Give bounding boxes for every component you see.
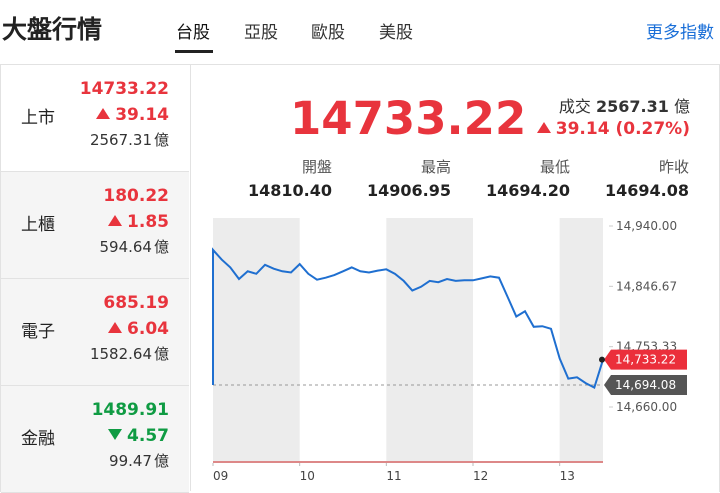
sidebar: 上市 14733.22 39.14 2567.31 億上櫃 180.22 1.85 594.6… xyxy=(1,65,191,493)
change-value: 6.04 xyxy=(127,319,169,339)
volume-unit: 億 xyxy=(153,345,169,363)
stat-value: 14694.20 xyxy=(485,181,570,200)
x-tick-label: 10 xyxy=(300,469,315,483)
arrow xyxy=(108,322,123,333)
y-tick-label: 14,940.00 xyxy=(616,219,677,233)
index-change: 39.14 xyxy=(96,105,169,125)
volume-value: 2567.31 xyxy=(596,97,669,116)
price: 14733.22 xyxy=(290,92,527,145)
index-price: 14733.22 xyxy=(79,79,169,99)
more-link[interactable]: 更多指數 xyxy=(646,23,714,43)
volume-value: 2567.31 xyxy=(89,131,152,149)
index-price: 180.22 xyxy=(103,186,169,206)
volume-value: 1582.64 xyxy=(89,345,152,363)
index-price: 1489.91 xyxy=(91,400,169,420)
y-tick-label: 14,660.00 xyxy=(616,400,677,414)
index-name: 電子 xyxy=(21,322,55,342)
change-value: 4.57 xyxy=(127,426,169,446)
price-line xyxy=(212,247,604,390)
arrow xyxy=(108,429,123,440)
tab[interactable]: 美股 xyxy=(379,23,413,43)
stat-label: 最低 xyxy=(539,158,570,176)
index-volume: 2567.31 億 xyxy=(90,129,169,150)
price-tag xyxy=(604,349,687,370)
index-price: 685.19 xyxy=(103,293,169,313)
hour-band xyxy=(559,218,603,463)
tab[interactable]: 台股 xyxy=(176,23,210,43)
price-tag-label: 14,733.22 xyxy=(615,353,676,367)
change-percent: (0.27%) xyxy=(615,119,690,139)
stat-label: 開盤 xyxy=(301,158,332,176)
volume-unit: 億 xyxy=(153,452,169,470)
stat-label: 昨收 xyxy=(658,158,689,176)
chart: 09 10 11 12 1314,940.0014,846.6714,753.3314,… xyxy=(212,218,687,483)
title: 大盤行情 xyxy=(2,15,103,44)
stat-value: 14906.95 xyxy=(366,181,451,200)
index-change: 6.04 xyxy=(108,319,169,339)
index-row[interactable]: 上櫃 180.22 1.85 594.64 億 xyxy=(1,172,189,279)
volume-value: 99.47 xyxy=(109,452,152,470)
index-name: 金融 xyxy=(21,429,55,449)
hour-band xyxy=(386,218,473,463)
x-tick-label: 13 xyxy=(560,469,575,483)
volume-label: 成交 xyxy=(558,97,591,116)
price-tag-label: 14,694.08 xyxy=(615,378,676,392)
volume-unit: 億 xyxy=(673,97,690,116)
arrow xyxy=(108,215,123,226)
index-row[interactable]: 金融 1489.91 4.57 99.47 億 xyxy=(1,386,189,493)
volume-unit: 億 xyxy=(153,131,169,149)
price-tag xyxy=(604,374,687,395)
change: 39.14 (0.27%) xyxy=(536,119,690,139)
stat-value: 14810.40 xyxy=(247,181,332,200)
arrow xyxy=(96,108,111,119)
last-point xyxy=(599,356,605,363)
volume: 成交 2567.31 億 xyxy=(559,93,690,117)
change-value: 1.85 xyxy=(127,212,169,232)
index-row[interactable]: 電子 685.19 6.04 1582.64 億 xyxy=(1,279,189,386)
y-tick-label: 14,846.67 xyxy=(616,279,677,293)
volume-unit: 億 xyxy=(153,238,169,256)
index-name: 上櫃 xyxy=(21,215,55,235)
index-volume: 594.64 億 xyxy=(99,236,169,257)
stat-value: 14694.08 xyxy=(604,181,689,200)
index-change: 4.57 xyxy=(108,426,169,446)
stat-label: 最高 xyxy=(420,158,451,176)
change-value: 39.14 xyxy=(555,119,610,139)
change-value: 39.14 xyxy=(115,105,169,125)
index-change: 1.85 xyxy=(108,212,169,232)
index-volume: 1582.64 億 xyxy=(90,343,169,364)
index-name: 上市 xyxy=(21,108,55,128)
hour-band xyxy=(213,218,300,463)
arrow xyxy=(536,122,551,133)
index-volume: 99.47 億 xyxy=(109,450,169,471)
x-tick-label: 11 xyxy=(386,469,401,483)
tab-underline xyxy=(175,50,213,53)
index-row[interactable]: 上市 14733.22 39.14 2567.31 億 xyxy=(1,65,189,172)
volume-value: 594.64 xyxy=(99,238,152,256)
x-tick-label: 09 xyxy=(213,469,228,483)
tab[interactable]: 亞股 xyxy=(244,23,278,43)
tab[interactable]: 歐股 xyxy=(311,23,345,43)
x-tick-label: 12 xyxy=(473,469,488,483)
